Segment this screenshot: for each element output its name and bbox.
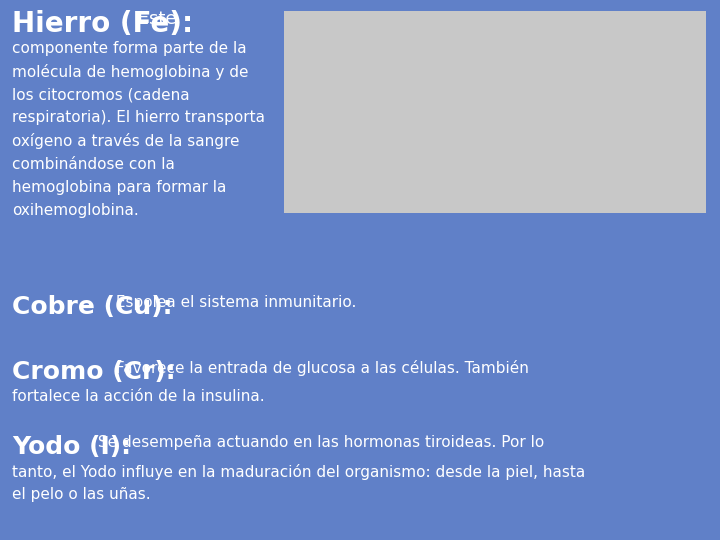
Text: respiratoria). El hierro transporta: respiratoria). El hierro transporta: [12, 110, 265, 125]
Text: Espolea el sistema inmunitario.: Espolea el sistema inmunitario.: [111, 295, 356, 310]
Text: Se desempeña actuando en las hormonas tiroideas. Por lo: Se desempeña actuando en las hormonas ti…: [93, 435, 544, 450]
Text: hemoglobina para formar la: hemoglobina para formar la: [12, 180, 226, 195]
Text: Hierro (Fe):: Hierro (Fe):: [12, 10, 193, 38]
Text: componente forma parte de la: componente forma parte de la: [12, 40, 247, 56]
Text: fortalece la acción de la insulina.: fortalece la acción de la insulina.: [12, 389, 265, 404]
Text: Cobre (Cu):: Cobre (Cu):: [12, 295, 173, 319]
Text: el pelo o las uñas.: el pelo o las uñas.: [12, 487, 150, 502]
Text: los citocromos (cadena: los citocromos (cadena: [12, 87, 189, 102]
Text: combinándose con la: combinándose con la: [12, 157, 175, 172]
Bar: [284, 11, 706, 213]
Text: Este: Este: [132, 10, 176, 28]
Text: molécula de hemoglobina y de: molécula de hemoglobina y de: [12, 64, 248, 80]
Text: Cromo (Cr):: Cromo (Cr):: [12, 360, 176, 384]
Text: oxihemoglobina.: oxihemoglobina.: [12, 203, 139, 218]
Text: Yodo (I):: Yodo (I):: [12, 435, 131, 459]
Text: oxígeno a través de la sangre: oxígeno a través de la sangre: [12, 133, 240, 150]
Text: tanto, el Yodo influye en la maduración del organismo: desde la piel, hasta: tanto, el Yodo influye en la maduración …: [12, 464, 585, 480]
Text: Favorece la entrada de glucosa a las células. También: Favorece la entrada de glucosa a las cél…: [111, 360, 529, 376]
